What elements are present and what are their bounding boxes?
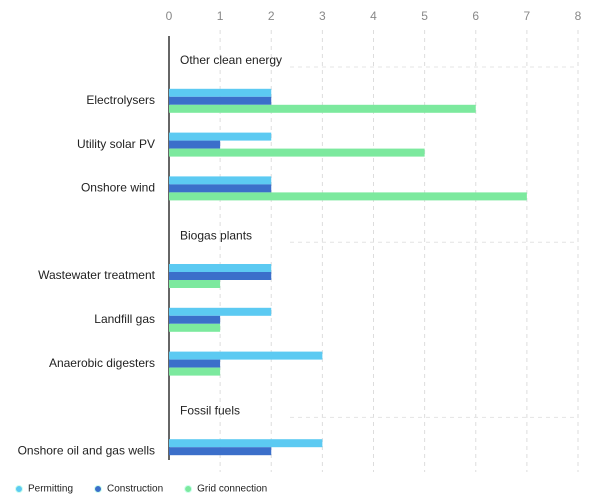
x-tick-label: 0 [166, 9, 173, 23]
category-label: Anaerobic digesters [49, 356, 155, 370]
bar [169, 140, 221, 149]
category-label: Utility solar PV [77, 137, 155, 151]
bar [169, 96, 272, 105]
category-label: Onshore oil and gas wells [18, 443, 155, 457]
bar [169, 148, 425, 157]
x-tick-label: 8 [575, 9, 582, 23]
bar [169, 184, 272, 193]
x-tick-label: 6 [472, 9, 479, 23]
group-header: Biogas plants [180, 228, 252, 242]
x-tick-label: 1 [217, 9, 224, 23]
legend-swatch [15, 485, 23, 493]
bar [169, 447, 272, 456]
bar [169, 192, 527, 201]
bar [169, 323, 221, 332]
category-label: Wastewater treatment [38, 268, 156, 282]
legend-swatch [94, 485, 103, 493]
x-tick-label: 4 [370, 9, 377, 23]
bar [169, 439, 323, 448]
x-tick-label: 3 [319, 9, 326, 23]
group-header: Other clean energy [180, 53, 282, 67]
bar [169, 104, 476, 113]
bar [169, 307, 272, 316]
bar [169, 272, 272, 280]
bar [169, 359, 221, 368]
category-label: Landfill gas [94, 312, 155, 326]
bar [169, 367, 221, 376]
bar [169, 132, 272, 141]
legend-label: Construction [107, 484, 163, 495]
bar [169, 315, 221, 324]
bar [169, 88, 272, 97]
category-label: Onshore wind [81, 181, 155, 195]
x-tick-label: 5 [421, 9, 428, 23]
x-tick-label: 2 [268, 9, 275, 23]
x-tick-label: 7 [524, 9, 531, 23]
legend-swatch [184, 485, 193, 493]
group-header: Fossil fuels [180, 404, 240, 418]
category-label: Electrolysers [86, 93, 155, 107]
bar [169, 280, 221, 288]
bar [169, 264, 272, 272]
bar [169, 176, 272, 185]
legend-label: Grid connection [197, 484, 267, 495]
legend-label: Permitting [28, 484, 73, 495]
bar [169, 351, 323, 360]
